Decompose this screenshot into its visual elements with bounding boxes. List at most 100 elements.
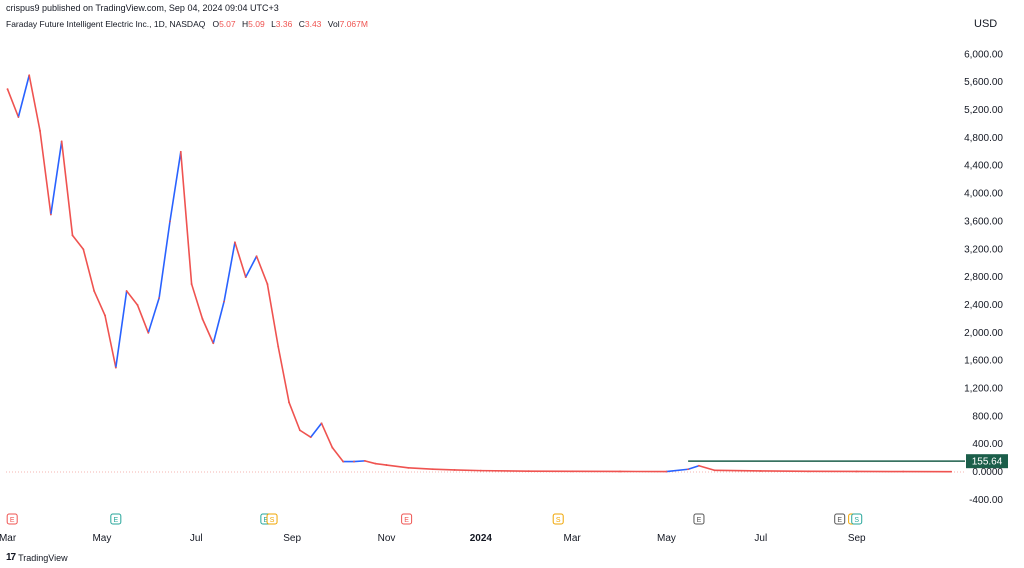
price-point — [619, 470, 621, 473]
price-segment — [179, 151, 193, 285]
price-segment — [407, 467, 434, 471]
price-point — [190, 283, 193, 285]
price-point — [807, 470, 810, 473]
price-segment — [147, 297, 160, 334]
event-marker-label: E — [404, 517, 409, 524]
event-marker-box — [552, 513, 564, 525]
price-point — [93, 290, 96, 292]
price-point — [432, 468, 434, 471]
price-point — [288, 401, 290, 404]
price-point — [234, 241, 236, 244]
price-tag-label: 155.64 — [972, 457, 1003, 468]
price-segment — [104, 314, 117, 369]
event-marker-label: E — [264, 517, 269, 524]
price-point — [277, 345, 280, 348]
price-segment — [453, 469, 482, 472]
price-point — [201, 317, 204, 320]
price-point — [28, 74, 31, 77]
price-point — [244, 276, 247, 279]
price-segment — [665, 468, 689, 473]
price-segment — [71, 234, 85, 251]
price-segment — [255, 255, 269, 285]
price-segment — [244, 255, 258, 278]
volume-label: Vol — [327, 19, 340, 29]
event-marker-box — [851, 513, 863, 525]
y-tick-label: 2,400.00 — [964, 300, 1003, 311]
price-point — [17, 116, 20, 118]
price-segment — [687, 464, 700, 471]
price-segment — [309, 422, 323, 439]
y-tick-label: 800.00 — [972, 411, 1003, 422]
price-point — [698, 464, 700, 467]
price-point — [331, 446, 334, 449]
price-point — [309, 436, 312, 439]
event-marker-box — [693, 513, 705, 525]
price-point — [363, 459, 366, 462]
x-tick-label: May — [657, 533, 676, 544]
price-segment — [60, 140, 74, 237]
currency-label[interactable]: USD — [974, 18, 998, 30]
y-tick-label: -400.00 — [969, 495, 1003, 506]
price-series — [6, 74, 952, 473]
horizontal-level: 155.64 — [688, 454, 1008, 469]
y-tick-label: 6,000.00 — [964, 49, 1003, 60]
price-segment — [331, 446, 344, 463]
footer[interactable]: 17 TradingView — [6, 552, 68, 563]
y-tick-label: 2,000.00 — [964, 328, 1003, 339]
footer-brand: TradingView — [18, 552, 68, 563]
x-tick-label: Mar — [0, 533, 17, 544]
price-point — [60, 140, 63, 143]
y-tick-label: 4,400.00 — [964, 161, 1003, 172]
event-marker-label: E — [697, 517, 702, 524]
price-point — [453, 469, 456, 471]
price-point — [114, 366, 117, 369]
price-point — [353, 460, 355, 463]
price-segment — [364, 460, 377, 465]
price-point — [147, 331, 150, 334]
x-tick-label: Sep — [848, 533, 866, 544]
price-point — [223, 300, 225, 303]
high-value: 5.09 — [248, 19, 265, 29]
open-label: O — [212, 19, 220, 29]
price-point — [855, 470, 858, 473]
y-tick-label: 0.0000 — [972, 467, 1003, 478]
price-point — [950, 470, 952, 473]
price-segment — [28, 74, 41, 132]
low-value: 3.36 — [275, 19, 293, 29]
price-point — [158, 297, 161, 299]
close-label: C — [298, 19, 305, 29]
x-tick-label: May — [92, 533, 111, 544]
price-point — [713, 469, 716, 472]
price-point — [665, 470, 668, 473]
price-point — [82, 248, 85, 251]
y-tick-label: 5,200.00 — [964, 105, 1003, 116]
price-point — [298, 429, 301, 432]
price-point — [71, 234, 74, 237]
y-tick-label: 4,800.00 — [964, 133, 1003, 144]
event-marker-label: E — [113, 517, 118, 524]
price-segment — [6, 88, 20, 118]
price-point — [571, 470, 574, 473]
price-point — [255, 255, 258, 258]
price-segment — [136, 304, 150, 334]
price-segment — [169, 151, 182, 223]
event-marker-label: S — [556, 517, 561, 524]
volume-value: 7.067M — [339, 19, 368, 29]
price-segment — [17, 74, 31, 118]
event-markers: EEESESEEES — [6, 513, 863, 525]
price-segment — [82, 248, 95, 292]
price-point — [169, 220, 171, 223]
price-segment — [353, 460, 366, 463]
price-point — [179, 150, 182, 153]
price-segment — [432, 468, 456, 471]
y-tick-label: 3,600.00 — [964, 216, 1003, 227]
price-point — [527, 470, 530, 473]
event-marker-box — [834, 513, 846, 525]
publisher-caption: crispus9 published on TradingView.com, S… — [6, 3, 279, 13]
y-axis: -400.00 0.0000 400.00 800.00 1,200.00 1,600.0… — [964, 49, 1003, 505]
event-marker-box — [401, 513, 413, 525]
price-segment — [223, 241, 236, 303]
price-point — [902, 470, 905, 473]
price-point — [104, 314, 106, 317]
